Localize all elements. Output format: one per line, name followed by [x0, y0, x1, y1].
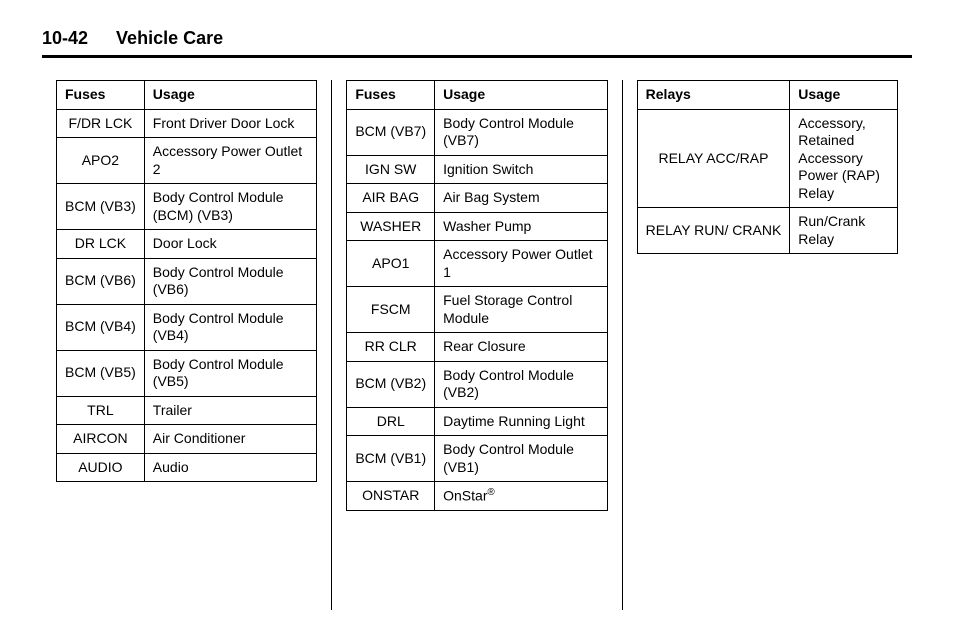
fuse-cell: DRL: [347, 407, 435, 436]
usage-cell: Body Control Module (VB5): [144, 350, 317, 396]
fuse-cell: BCM (VB3): [57, 184, 145, 230]
table-row: WASHERWasher Pump: [347, 212, 607, 241]
table-row: DRLDaytime Running Light: [347, 407, 607, 436]
fuse-cell: DR LCK: [57, 230, 145, 259]
table-row: APO2Accessory Power Outlet 2: [57, 138, 317, 184]
usage-cell: Door Lock: [144, 230, 317, 259]
usage-cell: Trailer: [144, 396, 317, 425]
usage-cell: Front Driver Door Lock: [144, 109, 317, 138]
table-row: RELAY ACC/RAPAccessory, Retained Accesso…: [637, 109, 897, 208]
table-row: BCM (VB1)Body Control Module (VB1): [347, 436, 607, 482]
fuse-cell: ONSTAR: [347, 482, 435, 511]
column-3: Relays Usage RELAY ACC/RAPAccessory, Ret…: [622, 80, 912, 610]
table-header-row: Fuses Usage: [57, 81, 317, 110]
fuse-cell: RELAY RUN/ CRANK: [637, 208, 790, 254]
usage-cell: Air Bag System: [435, 184, 608, 213]
fuse-cell: BCM (VB2): [347, 361, 435, 407]
col-header-relays: Relays: [637, 81, 790, 110]
table-row: BCM (VB6)Body Control Module (VB6): [57, 258, 317, 304]
col-header-usage: Usage: [144, 81, 317, 110]
fuse-cell: APO1: [347, 241, 435, 287]
content-columns: Fuses Usage F/DR LCKFront Driver Door Lo…: [42, 80, 912, 610]
table-row: BCM (VB5)Body Control Module (VB5): [57, 350, 317, 396]
fuse-cell: TRL: [57, 396, 145, 425]
table-row: FSCMFuel Storage Control Module: [347, 287, 607, 333]
column-2: Fuses Usage BCM (VB7)Body Control Module…: [331, 80, 621, 610]
table-row: F/DR LCKFront Driver Door Lock: [57, 109, 317, 138]
col-header-usage: Usage: [435, 81, 608, 110]
column-1: Fuses Usage F/DR LCKFront Driver Door Lo…: [42, 80, 331, 610]
usage-cell: Daytime Running Light: [435, 407, 608, 436]
table-header-row: Fuses Usage: [347, 81, 607, 110]
usage-cell: Body Control Module (BCM) (VB3): [144, 184, 317, 230]
table-row: AUDIOAudio: [57, 453, 317, 482]
fuse-cell: BCM (VB4): [57, 304, 145, 350]
fuse-cell: FSCM: [347, 287, 435, 333]
page-header: 10-42 Vehicle Care: [42, 28, 912, 58]
fuse-cell: AUDIO: [57, 453, 145, 482]
fuse-cell: AIR BAG: [347, 184, 435, 213]
table-row: APO1Accessory Power Outlet 1: [347, 241, 607, 287]
table-row: BCM (VB4)Body Control Module (VB4): [57, 304, 317, 350]
usage-cell: Rear Closure: [435, 333, 608, 362]
table-row: AIR BAGAir Bag System: [347, 184, 607, 213]
fuses-table-b: Fuses Usage BCM (VB7)Body Control Module…: [346, 80, 607, 511]
table-row: TRLTrailer: [57, 396, 317, 425]
usage-cell: Audio: [144, 453, 317, 482]
usage-cell: Washer Pump: [435, 212, 608, 241]
fuses-a-body: F/DR LCKFront Driver Door LockAPO2Access…: [57, 109, 317, 482]
fuse-cell: BCM (VB6): [57, 258, 145, 304]
table-row: RR CLRRear Closure: [347, 333, 607, 362]
table-row: BCM (VB3)Body Control Module (BCM) (VB3): [57, 184, 317, 230]
usage-cell: Accessory Power Outlet 2: [144, 138, 317, 184]
usage-cell: Body Control Module (VB1): [435, 436, 608, 482]
usage-cell: OnStar®: [435, 482, 608, 511]
usage-cell: Body Control Module (VB6): [144, 258, 317, 304]
fuse-cell: BCM (VB5): [57, 350, 145, 396]
table-row: AIRCONAir Conditioner: [57, 425, 317, 454]
col-header-fuses: Fuses: [347, 81, 435, 110]
usage-cell: Body Control Module (VB4): [144, 304, 317, 350]
col-header-usage: Usage: [790, 81, 898, 110]
page-number: 10-42: [42, 28, 88, 49]
fuse-cell: APO2: [57, 138, 145, 184]
table-header-row: Relays Usage: [637, 81, 897, 110]
page-title: Vehicle Care: [116, 28, 223, 49]
table-row: RELAY RUN/ CRANKRun/Crank Relay: [637, 208, 897, 254]
fuse-cell: RR CLR: [347, 333, 435, 362]
usage-cell: Air Conditioner: [144, 425, 317, 454]
fuse-cell: AIRCON: [57, 425, 145, 454]
table-row: DR LCKDoor Lock: [57, 230, 317, 259]
fuses-b-body: BCM (VB7)Body Control Module (VB7)IGN SW…: [347, 109, 607, 511]
table-row: IGN SWIgnition Switch: [347, 155, 607, 184]
usage-cell: Accessory Power Outlet 1: [435, 241, 608, 287]
table-row: BCM (VB7)Body Control Module (VB7): [347, 109, 607, 155]
col-header-fuses: Fuses: [57, 81, 145, 110]
relays-body: RELAY ACC/RAPAccessory, Retained Accesso…: [637, 109, 897, 254]
usage-cell: Run/Crank Relay: [790, 208, 898, 254]
usage-cell: Accessory, Retained Accessory Power (RAP…: [790, 109, 898, 208]
fuse-cell: IGN SW: [347, 155, 435, 184]
fuses-table-a: Fuses Usage F/DR LCKFront Driver Door Lo…: [56, 80, 317, 482]
fuse-cell: RELAY ACC/RAP: [637, 109, 790, 208]
fuse-cell: BCM (VB1): [347, 436, 435, 482]
usage-cell: Body Control Module (VB2): [435, 361, 608, 407]
fuse-cell: F/DR LCK: [57, 109, 145, 138]
fuse-cell: BCM (VB7): [347, 109, 435, 155]
table-row: ONSTAROnStar®: [347, 482, 607, 511]
usage-cell: Fuel Storage Control Module: [435, 287, 608, 333]
table-row: BCM (VB2)Body Control Module (VB2): [347, 361, 607, 407]
usage-cell: Body Control Module (VB7): [435, 109, 608, 155]
relays-table: Relays Usage RELAY ACC/RAPAccessory, Ret…: [637, 80, 898, 254]
usage-cell: Ignition Switch: [435, 155, 608, 184]
fuse-cell: WASHER: [347, 212, 435, 241]
